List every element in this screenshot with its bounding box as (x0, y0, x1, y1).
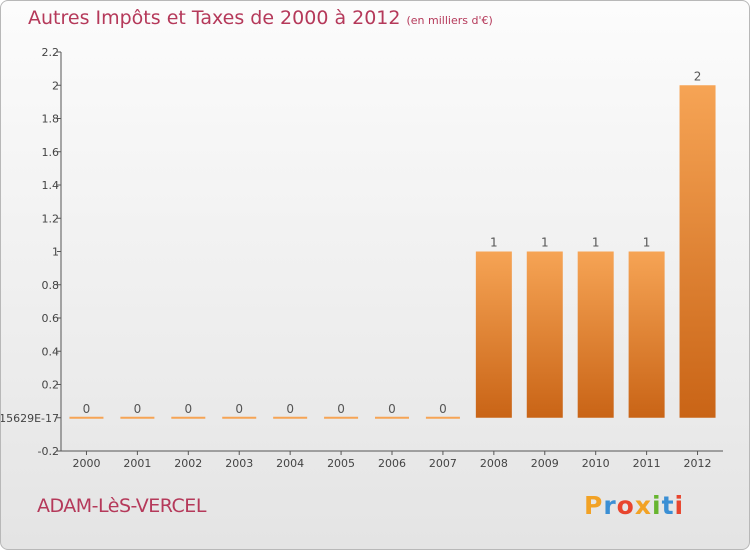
data-label: 1 (643, 236, 651, 250)
x-tick-label: 2010 (582, 457, 610, 470)
axes-group (57, 51, 723, 455)
x-tick-label: 2012 (684, 457, 712, 470)
bar (375, 416, 409, 419)
x-tick-label: 2011 (633, 457, 661, 470)
y-tick-label: 2 (52, 79, 59, 92)
proxiti-logo: Proxiti (584, 491, 684, 520)
x-tick-label: 2006 (378, 457, 406, 470)
x-tick-label: 2001 (123, 457, 151, 470)
bar (475, 251, 512, 418)
y-tick-label: 0.8 (42, 279, 60, 292)
data-label: 1 (490, 236, 498, 250)
logo-letter: P (584, 491, 604, 520)
x-tick-label: 2008 (480, 457, 508, 470)
x-tick-label: 2009 (531, 457, 559, 470)
y-tick-label: 1 (52, 246, 59, 259)
x-tick-label: 2003 (225, 457, 253, 470)
bar (171, 416, 206, 419)
data-label: 0 (439, 402, 447, 416)
x-tick-label: 2005 (327, 457, 355, 470)
y-tick-label: 1.2 (42, 212, 60, 225)
bar (222, 416, 257, 419)
bar (628, 251, 665, 418)
x-tick-label: 2004 (276, 457, 304, 470)
data-label: 0 (337, 402, 345, 416)
data-label: 0 (286, 402, 294, 416)
x-tick-label: 2007 (429, 457, 457, 470)
logo-letter: t (661, 491, 675, 520)
labels-group: -0.2 1.5265566588595915629E-17 0.2 0.4 0.6 0.… (1, 46, 712, 470)
bar (324, 416, 359, 419)
bar (679, 85, 716, 418)
bar (273, 416, 308, 419)
y-tick-label: 2.2 (42, 46, 60, 59)
x-tick-label: 2002 (174, 457, 202, 470)
bar (120, 416, 155, 419)
data-label: 0 (388, 402, 396, 416)
y-tick-label: 1.5265566588595915629E-17 (1, 412, 59, 425)
y-tick-label: 1.6 (42, 146, 60, 159)
logo-letter: o (616, 491, 635, 520)
bars-group (69, 85, 716, 419)
logo-letter: i (652, 491, 662, 520)
chart-title: Autres Impôts et Taxes de 2000 à 2012 (en… (28, 7, 493, 29)
y-tick-label: -0.2 (38, 445, 59, 458)
data-label: 1 (541, 236, 549, 250)
y-tick-label: 0.6 (42, 312, 60, 325)
data-label: 0 (184, 402, 192, 416)
data-label: 0 (235, 402, 243, 416)
y-tick-label: 1.8 (42, 113, 60, 126)
commune-name: ADAM-LèS-VERCEL (37, 495, 206, 517)
bar (526, 251, 563, 418)
bar (577, 251, 614, 418)
bar (69, 416, 104, 419)
logo-letter: r (603, 491, 617, 520)
y-tick-label: 0.2 (42, 379, 60, 392)
data-label: 0 (134, 402, 142, 416)
data-label: 0 (83, 402, 91, 416)
data-label: 2 (694, 69, 702, 83)
x-tick-label: 2000 (72, 457, 100, 470)
chart-unit-text: (en milliers d'€) (406, 14, 493, 27)
y-tick-label: 1.4 (42, 179, 60, 192)
y-tick-label: 0.4 (42, 345, 60, 358)
logo-letter: i (674, 491, 685, 520)
data-label: 1 (592, 236, 600, 250)
chart-title-text: Autres Impôts et Taxes de 2000 à 2012 (28, 7, 401, 29)
logo-letter: x (634, 491, 652, 520)
bar (425, 416, 460, 419)
